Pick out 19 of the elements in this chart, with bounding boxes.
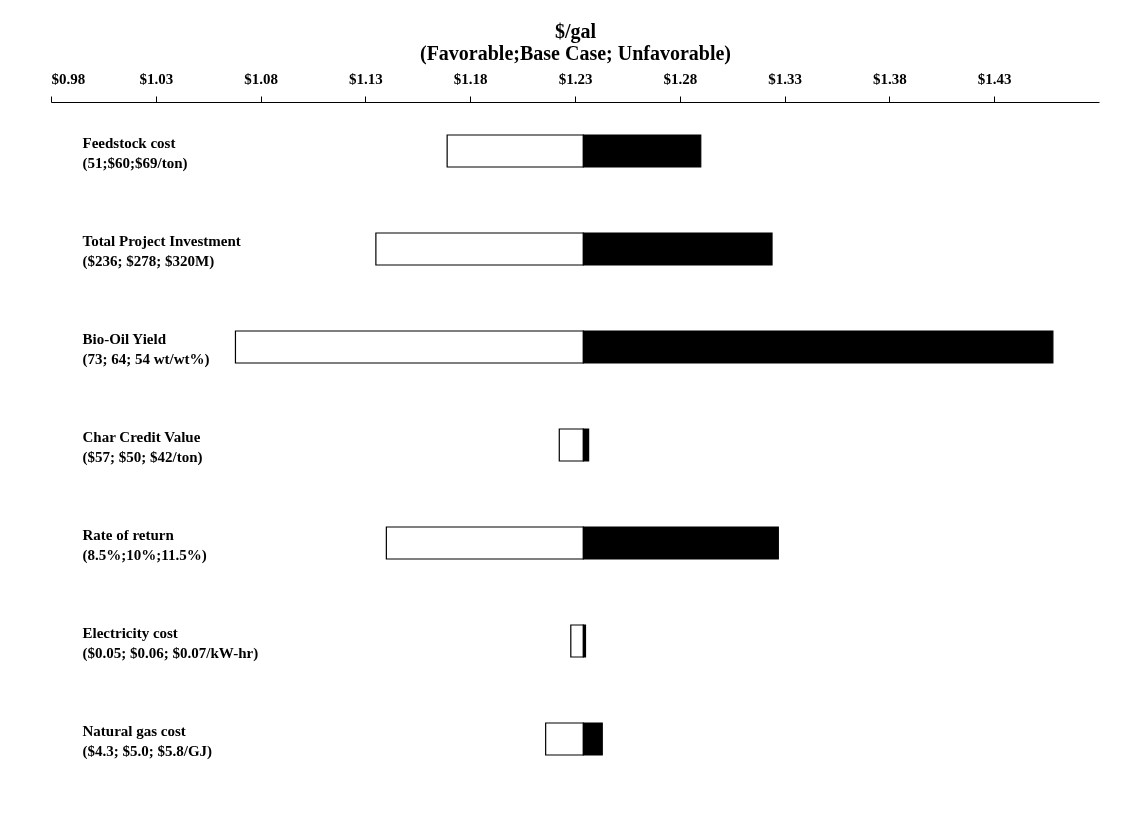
x-tick-label: $1.33: [768, 70, 802, 87]
x-tick-label: $1.13: [349, 70, 383, 87]
x-tick-label: $1.28: [663, 70, 698, 87]
y-tick-label: Electricity cost ($0.05; $0.06; $0.07/kW-hr): [82, 625, 259, 662]
bar: [570, 624, 584, 658]
y-tick-label: Rate of return (8.5%;10%;11.5%): [82, 527, 207, 564]
x-tick-label: $1.18: [453, 70, 488, 87]
x-tick-label: $1.38: [873, 70, 907, 87]
x-tick-label: $0.98: [51, 70, 86, 87]
y-tick-label: Char Credit Value ($57; $50; $42/ton): [82, 429, 203, 466]
y-tick-label: Natural gas cost ($4.3; $5.0; $5.8/GJ): [82, 723, 213, 760]
y-tick-label: Feedstock cost (51;$60;$69/ton): [82, 135, 188, 172]
y-tick-label: Bio-Oil Yield (73; 64; 54 wt/wt%): [82, 331, 210, 368]
x-tick-label: $1.23: [558, 70, 593, 87]
x-tick-label: $1.43: [977, 70, 1012, 87]
x-tick-label: $1.08: [244, 70, 278, 87]
x-tick-label: $1.03: [139, 70, 174, 87]
x-axis-title: $/gal (Favorable;Base Case; Unfavorable): [419, 19, 732, 65]
y-tick-label: Total Project Investment ($236; $278; $320M): [82, 233, 241, 270]
